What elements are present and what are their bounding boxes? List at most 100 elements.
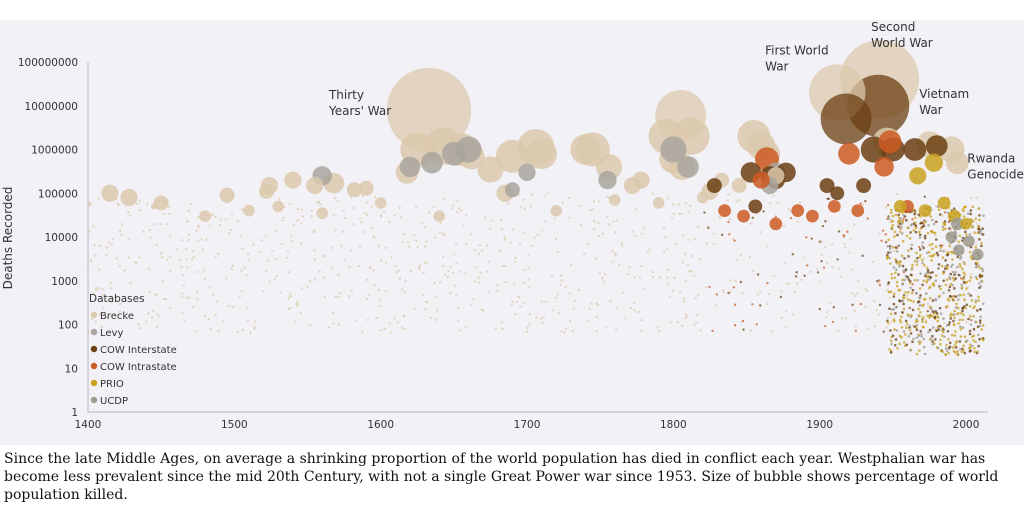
event-dot	[890, 276, 894, 280]
event-dot	[280, 242, 283, 246]
event-dot	[295, 300, 299, 304]
event-dot	[120, 233, 123, 237]
event-dot	[919, 310, 922, 314]
event-dot	[887, 251, 890, 254]
event-dot	[903, 333, 907, 336]
bubble-brecke	[358, 180, 374, 196]
event-dot	[536, 233, 539, 237]
event-dot	[962, 344, 966, 347]
event-dot	[720, 233, 724, 237]
event-dot	[924, 298, 927, 301]
event-dot	[887, 215, 890, 218]
event-dot	[977, 225, 980, 229]
event-dot	[712, 232, 715, 235]
event-dot	[290, 239, 294, 243]
event-dot	[909, 273, 913, 277]
event-dot	[825, 310, 829, 314]
event-dot	[95, 288, 98, 292]
event-dot	[893, 249, 896, 253]
event-dot	[187, 233, 191, 237]
event-dot	[115, 257, 119, 260]
event-dot	[439, 222, 442, 225]
event-dot	[975, 243, 978, 247]
event-dot	[901, 220, 905, 224]
event-dot	[963, 206, 966, 209]
event-dot	[322, 255, 325, 258]
event-dot	[911, 263, 914, 267]
event-dot	[810, 237, 813, 240]
event-dot	[960, 283, 964, 287]
event-dot	[527, 267, 530, 270]
event-dot	[486, 270, 489, 273]
event-dot	[97, 287, 101, 290]
event-dot	[464, 242, 468, 246]
event-dot	[923, 234, 927, 238]
event-dot	[415, 239, 418, 243]
event-dot	[911, 288, 915, 292]
event-dot	[423, 226, 427, 229]
event-dot	[923, 236, 927, 240]
event-dot	[905, 322, 909, 325]
bubble-cow-intrastate	[737, 209, 750, 223]
event-dot	[930, 242, 934, 246]
event-dot	[920, 335, 923, 338]
event-dot	[978, 337, 981, 341]
event-dot	[181, 312, 184, 315]
event-dot	[924, 272, 928, 276]
bubble-ucdp	[952, 244, 965, 256]
event-dot	[400, 288, 403, 291]
event-dot	[378, 304, 381, 308]
event-dot	[878, 279, 881, 282]
bubble-brecke	[570, 134, 601, 165]
event-dot	[473, 249, 477, 252]
event-dot	[953, 316, 956, 320]
event-dot	[182, 284, 185, 287]
event-dot	[928, 285, 932, 288]
event-dot	[957, 322, 960, 325]
event-dot	[511, 228, 515, 231]
event-dot	[913, 259, 917, 263]
event-dot	[929, 307, 933, 311]
event-dot	[148, 229, 152, 232]
event-dot	[978, 324, 982, 328]
event-dot	[499, 218, 503, 222]
event-dot	[789, 216, 793, 220]
event-dot	[956, 265, 959, 269]
event-dot	[185, 220, 189, 223]
event-dot	[526, 326, 529, 329]
event-dot	[938, 294, 942, 298]
event-dot	[543, 195, 546, 198]
event-dot	[905, 296, 908, 299]
x-tick-label: 1400	[75, 419, 102, 431]
event-dot	[931, 334, 934, 338]
event-dot	[134, 261, 137, 264]
event-dot	[931, 254, 934, 257]
event-dot	[570, 263, 573, 267]
event-dot	[318, 270, 321, 273]
event-dot	[586, 242, 590, 246]
event-dot	[331, 311, 335, 315]
event-dot	[884, 233, 887, 236]
event-dot	[906, 294, 909, 297]
event-dot	[366, 201, 369, 204]
event-dot	[962, 313, 965, 317]
event-dot	[260, 239, 263, 242]
event-dot	[938, 324, 942, 328]
event-dot	[361, 230, 365, 234]
event-dot	[907, 290, 910, 294]
event-dot	[591, 208, 594, 211]
event-dot	[460, 209, 463, 212]
event-dot	[455, 294, 458, 297]
event-dot	[748, 255, 752, 259]
event-dot	[512, 282, 516, 285]
event-dot	[333, 197, 337, 200]
event-dot	[976, 333, 980, 337]
event-dot	[150, 316, 153, 319]
event-dot	[398, 277, 402, 280]
event-dot	[924, 318, 928, 321]
event-dot	[435, 318, 438, 321]
event-dot	[231, 305, 234, 309]
event-dot	[906, 298, 910, 301]
event-dot	[383, 210, 386, 213]
event-dot	[948, 341, 952, 345]
